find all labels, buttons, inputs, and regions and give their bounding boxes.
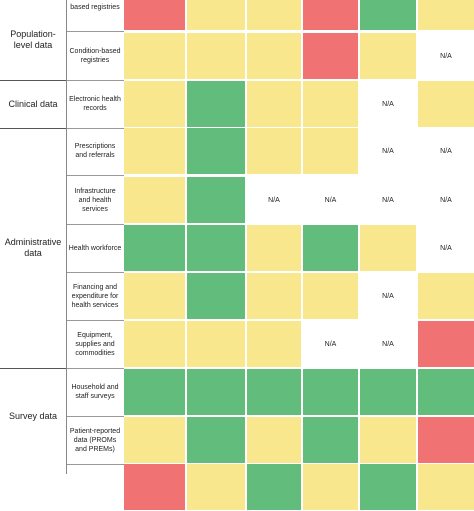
matrix-cell-green xyxy=(303,369,358,415)
matrix-cell-yellow xyxy=(247,321,301,367)
matrix-cell-green xyxy=(187,369,245,415)
matrix-cell-yellow xyxy=(124,177,185,223)
matrix-cell-green xyxy=(187,177,245,223)
row-divider xyxy=(66,368,124,369)
matrix-cell-green xyxy=(247,369,301,415)
matrix-cell-yellow xyxy=(124,417,185,463)
row-label: Health workforce xyxy=(68,244,122,252)
row-divider xyxy=(66,128,124,129)
matrix-cell-yellow xyxy=(247,0,301,30)
row-label: Prescriptions and referrals xyxy=(74,143,116,159)
matrix-cell-green xyxy=(418,369,474,415)
matrix-cell-yellow xyxy=(418,81,474,127)
matrix-cell-green xyxy=(124,369,185,415)
row-divider xyxy=(66,31,124,32)
matrix-cell-yellow xyxy=(187,0,245,30)
matrix-cell-yellow xyxy=(360,225,416,271)
matrix-cell-green xyxy=(187,225,245,271)
matrix-cell-yellow xyxy=(247,273,301,319)
row-divider xyxy=(66,272,124,273)
matrix-cell-red xyxy=(418,321,474,367)
matrix-cell-yellow xyxy=(303,464,358,510)
matrix-cell-green xyxy=(303,417,358,463)
matrix-cell-yellow xyxy=(303,128,358,174)
matrix-cell-green xyxy=(360,369,416,415)
matrix-cell-green xyxy=(360,464,416,510)
row-label: Patient-reported data (PROMs and PREMs) xyxy=(69,427,121,453)
matrix-cell-yellow xyxy=(247,33,301,79)
row-label xyxy=(66,463,124,511)
matrix-cell-yellow xyxy=(247,128,301,174)
matrix-cell-yellow xyxy=(247,417,301,463)
row-divider xyxy=(66,416,124,417)
matrix-cell-na: N/A xyxy=(360,273,416,319)
matrix-cell-green xyxy=(124,225,185,271)
category-label: Survey data xyxy=(8,410,58,421)
matrix-cell-yellow xyxy=(124,33,185,79)
matrix-cell-green xyxy=(360,0,416,30)
row-label: Household and staff surveys xyxy=(71,384,119,400)
matrix-cell-na: N/A xyxy=(418,177,474,223)
row-divider xyxy=(66,224,124,225)
category-divider xyxy=(0,368,124,369)
matrix-cell-green xyxy=(187,128,245,174)
matrix-cell-yellow xyxy=(360,33,416,79)
matrix-cell-yellow xyxy=(247,225,301,271)
category-label: Administrative data xyxy=(4,236,62,258)
row-divider xyxy=(66,80,124,81)
matrix-cell-na: N/A xyxy=(247,177,301,223)
category-divider xyxy=(0,128,124,129)
category-label: Clinical data xyxy=(8,98,58,109)
matrix-cell-yellow xyxy=(303,81,358,127)
matrix-cell-red xyxy=(303,33,358,79)
row-divider xyxy=(66,175,124,176)
matrix-cell-green xyxy=(187,273,245,319)
matrix-cell-red xyxy=(124,464,185,510)
category-label: Population-level data xyxy=(10,29,56,50)
row-divider xyxy=(66,320,124,321)
column-divider xyxy=(66,0,67,474)
row-label: Financing and expenditure for health ser… xyxy=(71,283,119,309)
row-label: Infrastructure and health services xyxy=(74,187,116,213)
matrix-cell-yellow xyxy=(124,128,185,174)
matrix-cell-yellow xyxy=(187,321,245,367)
matrix-cell-yellow xyxy=(360,417,416,463)
matrix-cell-yellow xyxy=(247,81,301,127)
matrix-cell-na: N/A xyxy=(360,177,416,223)
matrix-cell-red xyxy=(303,0,358,30)
category-divider xyxy=(0,80,124,81)
matrix-cell-yellow xyxy=(418,273,474,319)
matrix-cell-na: N/A xyxy=(418,225,474,271)
matrix-cell-na: N/A xyxy=(418,33,474,79)
matrix-cell-na: N/A xyxy=(303,321,358,367)
matrix-cell-green xyxy=(187,81,245,127)
matrix-cell-yellow xyxy=(418,0,474,30)
matrix-cell-yellow xyxy=(303,273,358,319)
row-label: Condition-based registries xyxy=(69,48,121,64)
matrix-cell-na: N/A xyxy=(360,128,416,174)
matrix-cell-na: N/A xyxy=(418,128,474,174)
matrix-cell-green xyxy=(303,225,358,271)
matrix-cell-yellow xyxy=(124,321,185,367)
matrix-cell-yellow xyxy=(187,33,245,79)
row-label: Electronic health records xyxy=(69,96,121,112)
matrix-cell-na: N/A xyxy=(303,177,358,223)
matrix-cell-green xyxy=(187,417,245,463)
row-divider xyxy=(66,464,124,465)
matrix-cell-yellow xyxy=(418,464,474,510)
matrix-cell-red xyxy=(124,0,185,30)
row-label: based registries xyxy=(70,3,120,11)
matrix-cell-yellow xyxy=(124,273,185,319)
row-label: Equipment, supplies and commodities xyxy=(75,331,115,357)
matrix-cell-yellow xyxy=(187,464,245,510)
matrix-cell-green xyxy=(247,464,301,510)
matrix-cell-na: N/A xyxy=(360,81,416,127)
matrix-cell-yellow xyxy=(124,81,185,127)
matrix-cell-red xyxy=(418,417,474,463)
matrix-cell-na: N/A xyxy=(360,321,416,367)
